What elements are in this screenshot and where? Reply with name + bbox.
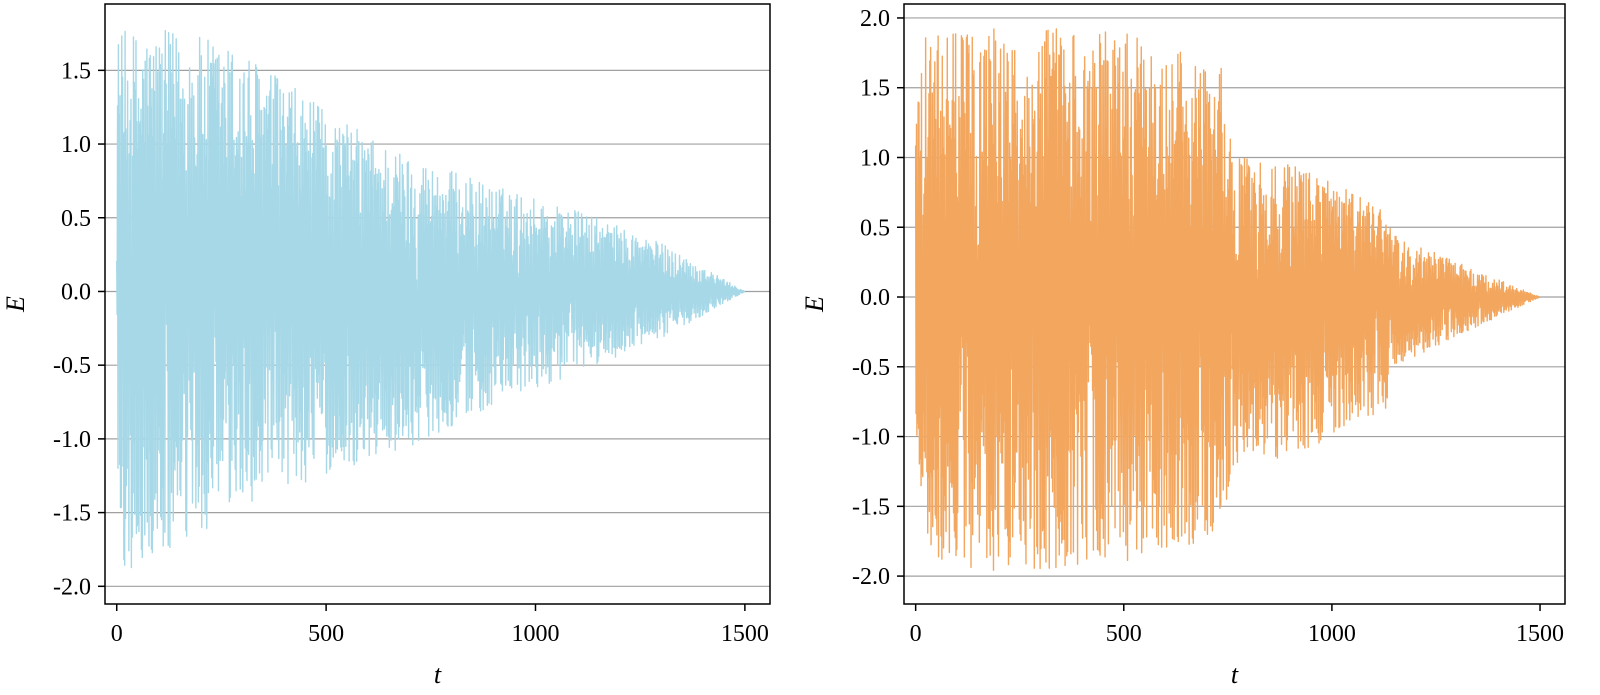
y-axis-label: E bbox=[800, 296, 829, 313]
y-tick-label: 0.5 bbox=[860, 215, 890, 241]
y-tick-label: -1.5 bbox=[852, 494, 890, 520]
plot-frame bbox=[104, 3, 771, 605]
y-tick-label: -0.5 bbox=[53, 353, 91, 379]
x-tick-label: 0 bbox=[111, 621, 123, 647]
series-line bbox=[914, 28, 1541, 571]
y-tick-label: 1.5 bbox=[61, 58, 91, 84]
y-axis-label: E bbox=[1, 296, 30, 313]
y-tick-label: 1.5 bbox=[860, 76, 890, 102]
x-axis-label: t bbox=[1231, 660, 1239, 689]
y-tick-label: -1.0 bbox=[852, 425, 890, 451]
y-tick-label: 1.0 bbox=[61, 132, 91, 158]
chart-panel-2: 2.0 1.5 1.0 0.5 0.0 -0.5 -1.0 -1.5 -2.0 0 500 1000 1… bbox=[800, 3, 1566, 689]
y-tick-label: -1.5 bbox=[53, 501, 91, 527]
series-line bbox=[116, 29, 746, 569]
y-tick-label: -2.0 bbox=[852, 564, 890, 590]
y-tick-label: -0.5 bbox=[852, 355, 890, 381]
plot-frame bbox=[903, 3, 1566, 605]
x-tick-label: 1000 bbox=[1308, 621, 1356, 647]
x-tick-label: 1500 bbox=[721, 621, 769, 647]
y-tick-label: 0.0 bbox=[860, 285, 890, 311]
x-tick-label: 1500 bbox=[1516, 621, 1564, 647]
chart-panel-1: 1.5 1.0 0.5 0.0 -0.5 -1.0 -1.5 -2.0 0 500 1000 1500… bbox=[1, 3, 771, 689]
x-tick-label: 1000 bbox=[511, 621, 559, 647]
y-tick-label: -2.0 bbox=[53, 574, 91, 600]
y-tick-label: 0.0 bbox=[61, 279, 91, 305]
y-tick-label: 0.5 bbox=[61, 206, 91, 232]
x-tick-label: 500 bbox=[308, 621, 344, 647]
y-tick-label: 2.0 bbox=[860, 6, 890, 32]
y-tick-label: -1.0 bbox=[53, 427, 91, 453]
y-tick-label: 1.0 bbox=[860, 145, 890, 171]
x-axis-label: t bbox=[434, 660, 442, 689]
x-tick-label: 500 bbox=[1106, 621, 1142, 647]
x-tick-label: 0 bbox=[910, 621, 922, 647]
